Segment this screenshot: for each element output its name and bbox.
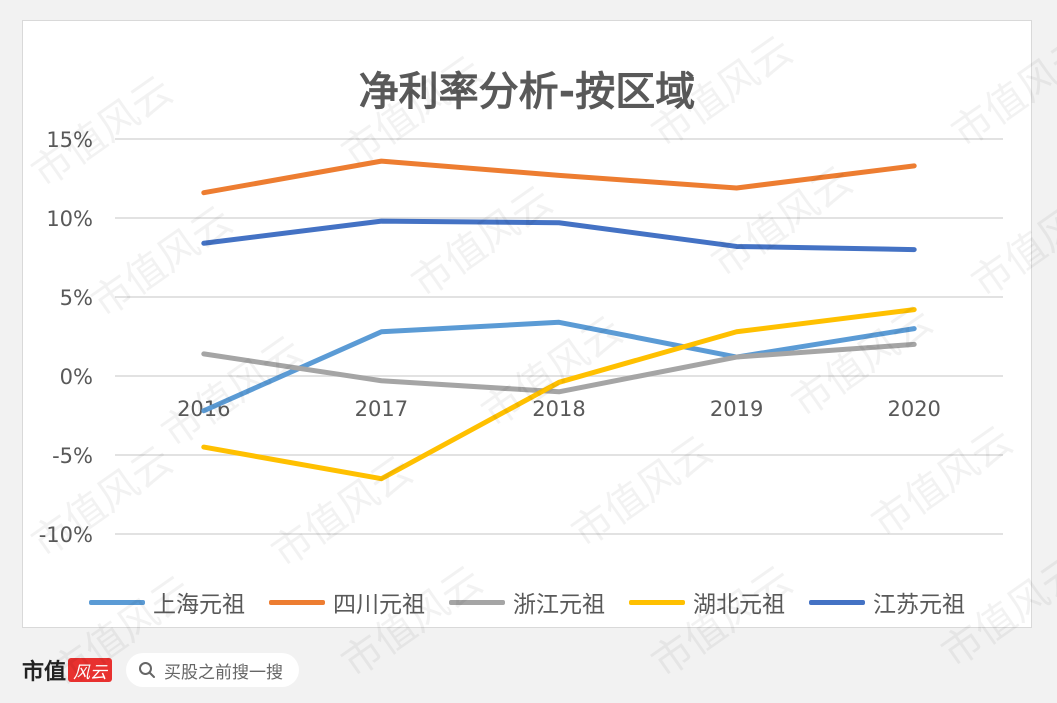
legend-item: 湖北元祖 — [629, 585, 785, 619]
y-tick-label: 5% — [60, 286, 93, 310]
legend-swatch — [449, 599, 505, 605]
series-line — [201, 341, 917, 395]
legend-label: 浙江元祖 — [513, 592, 605, 618]
legend-label: 上海元祖 — [153, 592, 245, 618]
brand-logo-badge: 风云 — [68, 658, 113, 683]
chart-title: 净利率分析-按区域 — [358, 69, 696, 115]
x-tick-label: 2020 — [887, 397, 940, 421]
y-tick-label: 0% — [60, 365, 93, 389]
search-box[interactable]: 买股之前搜一搜 — [126, 653, 300, 687]
y-tick-label: -5% — [52, 444, 93, 468]
line-chart: 15%10%5%0%-5%-10%2016 2017 2018 2019 2020 — [39, 128, 1003, 547]
legend-swatch — [809, 599, 865, 605]
legend-label: 湖北元祖 — [693, 592, 785, 618]
brand-text: 市值 — [22, 660, 67, 685]
brand-logo[interactable]: 市值 风云 — [22, 654, 113, 686]
legend-swatch — [629, 599, 685, 605]
footer-bar: 市值 风云 买股之前搜一搜 — [22, 650, 300, 690]
x-tick-label: 2017 — [355, 397, 408, 421]
legend-label: 四川元祖 — [333, 592, 425, 618]
legend-swatch — [269, 599, 325, 605]
series-line — [201, 319, 917, 414]
search-icon — [139, 662, 156, 678]
legend-item: 江苏元祖 — [809, 585, 965, 619]
x-tick-label: 2018 — [532, 397, 585, 421]
legend-item: 上海元祖 — [89, 585, 245, 619]
legend-item: 浙江元祖 — [449, 585, 605, 619]
y-tick-label: 10% — [46, 207, 93, 231]
series-line — [201, 158, 917, 196]
x-tick-label: 2019 — [710, 397, 763, 421]
chart-legend: 上海元祖 四川元祖 浙江元祖 湖北元祖 江苏元祖 — [23, 585, 1031, 619]
legend-item: 四川元祖 — [269, 585, 425, 619]
chart-card: 净利率分析-按区域 15% 10% 5% 0% -5% -10% 2016 2017 2018 2… — [22, 20, 1032, 628]
legend-label: 江苏元祖 — [873, 592, 965, 618]
series-line — [201, 218, 917, 253]
y-tick-label: 15% — [46, 128, 93, 152]
y-tick-label: -10% — [39, 523, 93, 547]
series-line — [201, 307, 917, 482]
search-placeholder: 买股之前搜一搜 — [164, 662, 284, 683]
legend-swatch — [89, 599, 145, 605]
